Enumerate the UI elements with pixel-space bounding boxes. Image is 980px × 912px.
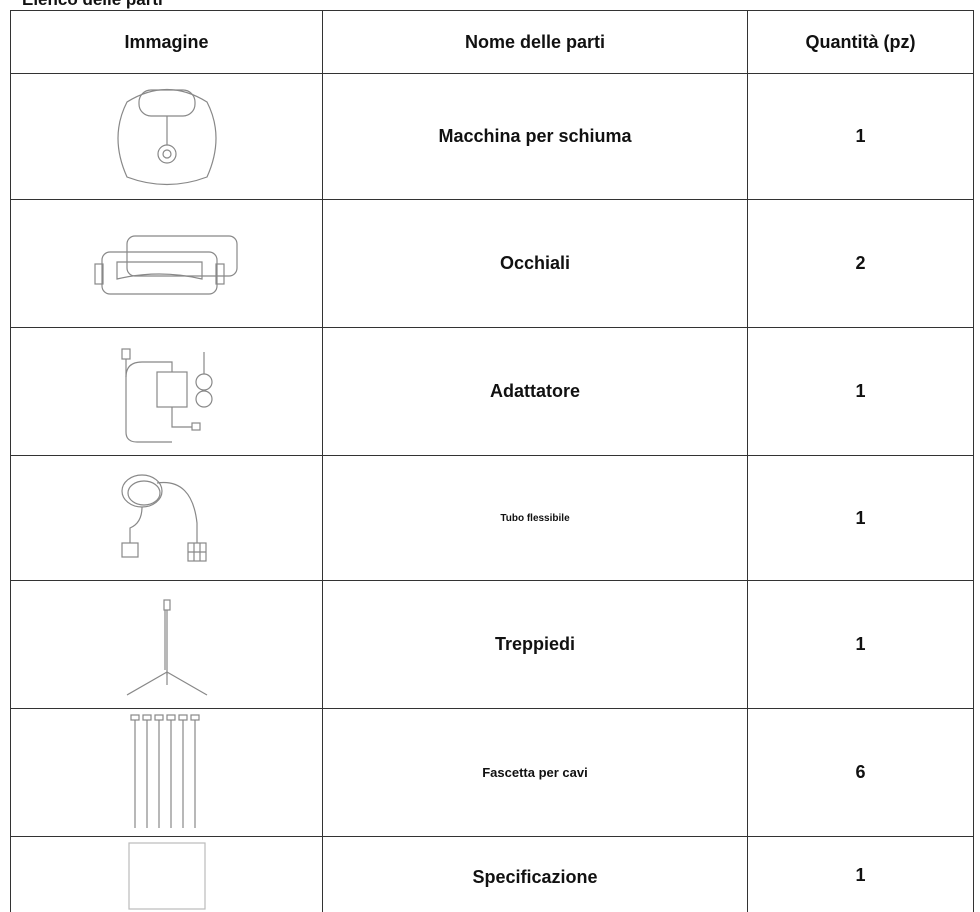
quantity: 1 (747, 836, 974, 912)
image-cell (10, 836, 323, 912)
quantity: 1 (747, 73, 974, 200)
quantity: 1 (747, 327, 974, 456)
quantity: 1 (747, 455, 974, 581)
image-cell (10, 199, 323, 328)
row: Fascetta per cavi 6 (10, 708, 974, 837)
row: Tubo flessibile 1 (10, 455, 974, 581)
quantity: 2 (747, 199, 974, 328)
part-name: Tubo flessibile (322, 455, 748, 581)
row: Macchina per schiuma 1 (10, 73, 974, 200)
document-title: Elenco delle parti (22, 0, 163, 10)
part-name: Treppiedi (322, 580, 748, 709)
hose-icon (120, 474, 207, 562)
header-row: Immagine Nome delle parti Quantità (pz) (10, 10, 974, 74)
quantity: 1 (747, 580, 974, 709)
tripod-icon (126, 598, 207, 696)
manual-icon (127, 842, 206, 910)
part-name: Adattatore (322, 327, 748, 456)
row: Occhiali 2 (10, 199, 974, 328)
adapter-icon (120, 347, 213, 443)
image-cell (10, 580, 323, 709)
image-cell (10, 708, 323, 837)
machine-icon (117, 88, 216, 185)
row: Treppiedi 1 (10, 580, 974, 709)
goggles-icon (93, 234, 238, 295)
part-name: Occhiali (322, 199, 748, 328)
row: Specificazione 1 (10, 836, 974, 912)
image-cell (10, 455, 323, 581)
column-header: Nome delle parti (322, 10, 748, 74)
column-header: Immagine (10, 10, 323, 74)
parts-table: Immagine Nome delle parti Quantità (pz) … (10, 10, 974, 912)
part-name: Fascetta per cavi (322, 708, 748, 837)
quantity: 6 (747, 708, 974, 837)
image-cell (10, 73, 323, 200)
column-header: Quantità (pz) (747, 10, 974, 74)
cable-ties-icon (129, 713, 200, 828)
image-cell (10, 327, 323, 456)
part-name: Specificazione (322, 836, 748, 912)
part-name: Macchina per schiuma (322, 73, 748, 200)
row: Adattatore 1 (10, 327, 974, 456)
